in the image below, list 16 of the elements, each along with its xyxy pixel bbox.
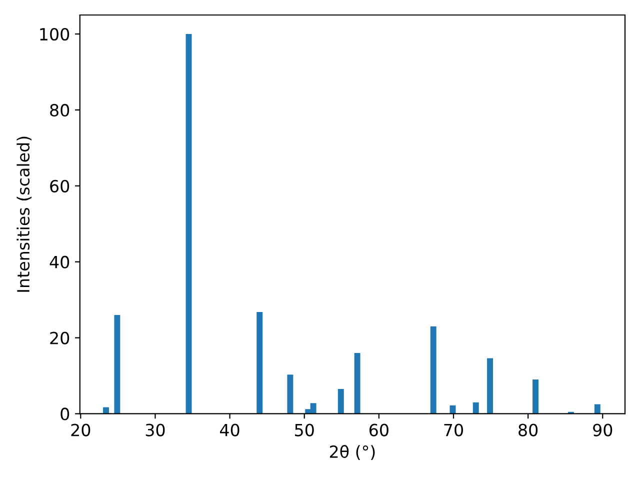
x-tick-label: 90 bbox=[593, 424, 612, 436]
y-tick-label: 0 bbox=[60, 408, 70, 420]
x-tick-label: 20 bbox=[71, 424, 90, 436]
y-tick-label: 40 bbox=[50, 256, 70, 268]
x-tick-label: 50 bbox=[295, 424, 314, 436]
y-tick-label: 80 bbox=[50, 104, 70, 117]
x-tick-label: 70 bbox=[444, 424, 463, 436]
x-tick-label: 40 bbox=[220, 424, 240, 436]
x-tick-label: 30 bbox=[146, 424, 165, 436]
y-tick-label: 60 bbox=[50, 180, 70, 192]
y-tick-label: 20 bbox=[50, 332, 70, 344]
x-tick-label: 80 bbox=[518, 424, 538, 436]
y-tick-label: 100 bbox=[40, 28, 70, 41]
y-axis-title: Intensities (scaled) bbox=[16, 136, 32, 292]
x-tick-label: 60 bbox=[369, 424, 388, 436]
x-axis-title: 2θ (°) bbox=[330, 445, 375, 460]
